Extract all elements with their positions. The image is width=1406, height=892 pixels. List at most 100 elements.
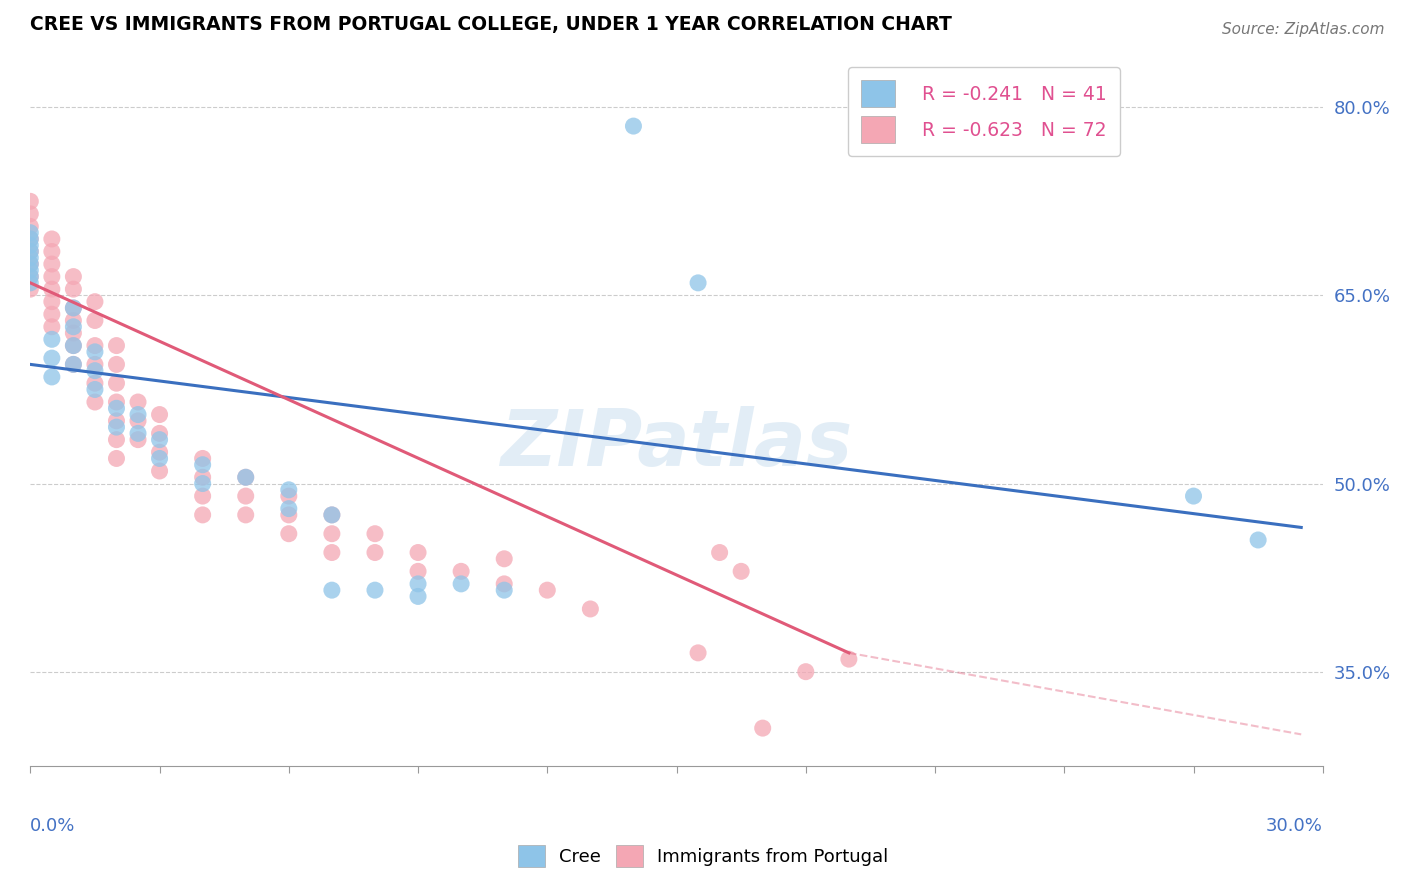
Point [105,338,128,352]
Point [41,319,63,334]
Point [321,583,343,598]
Point [41,370,63,384]
Legend: Cree, Immigrants from Portugal: Cree, Immigrants from Portugal [510,838,896,874]
Point [364,583,387,598]
Point [84,294,107,309]
Point [277,501,299,516]
Point [406,590,429,604]
Point [321,526,343,541]
Point [20,244,42,259]
Point [235,470,257,484]
Point [406,577,429,591]
Point [62,282,84,296]
Point [20,282,42,296]
Point [235,470,257,484]
Point [105,358,128,372]
Point [191,476,214,491]
Point [84,313,107,327]
Point [450,577,472,591]
Point [62,313,84,327]
Text: CREE VS IMMIGRANTS FROM PORTUGAL COLLEGE, UNDER 1 YEAR CORRELATION CHART: CREE VS IMMIGRANTS FROM PORTUGAL COLLEGE… [31,15,952,34]
Point [84,358,107,372]
Point [148,464,170,478]
Point [41,232,63,246]
Point [536,583,558,598]
Point [127,408,149,422]
Point [191,451,214,466]
Point [20,238,42,252]
Point [794,665,817,679]
Point [62,269,84,284]
Point [41,244,63,259]
Point [41,332,63,346]
Point [709,545,731,559]
Point [20,269,42,284]
Text: 30.0%: 30.0% [1265,817,1323,835]
Point [623,119,645,133]
Point [364,526,387,541]
Point [321,545,343,559]
Point [235,508,257,522]
Point [321,508,343,522]
Point [148,451,170,466]
Point [62,301,84,315]
Point [20,263,42,277]
Point [127,395,149,409]
Point [84,344,107,359]
Point [62,358,84,372]
Point [105,395,128,409]
Point [105,414,128,428]
Point [41,269,63,284]
Text: Source: ZipAtlas.com: Source: ZipAtlas.com [1222,22,1385,37]
Point [1247,533,1270,547]
Point [1182,489,1205,503]
Point [191,470,214,484]
Point [62,338,84,352]
Point [105,376,128,391]
Point [127,414,149,428]
Point [688,646,710,660]
Point [20,276,42,290]
Point [406,545,429,559]
Point [148,433,170,447]
Point [20,226,42,240]
Point [688,276,710,290]
Text: ZIPatlas: ZIPatlas [501,406,852,482]
Text: 0.0%: 0.0% [31,817,76,835]
Point [62,338,84,352]
Point [450,565,472,579]
Point [84,395,107,409]
Point [127,426,149,441]
Point [62,301,84,315]
Point [62,358,84,372]
Point [127,433,149,447]
Point [235,489,257,503]
Point [191,489,214,503]
Point [20,207,42,221]
Point [20,232,42,246]
Point [105,433,128,447]
Point [579,602,602,616]
Point [41,351,63,365]
Point [20,219,42,234]
Point [41,294,63,309]
Point [20,232,42,246]
Point [41,257,63,271]
Point [20,269,42,284]
Point [751,721,773,735]
Point [277,483,299,497]
Point [277,526,299,541]
Point [277,489,299,503]
Point [494,583,516,598]
Point [321,508,343,522]
Point [364,545,387,559]
Point [20,251,42,265]
Point [41,282,63,296]
Point [20,244,42,259]
Point [148,408,170,422]
Point [105,451,128,466]
Point [84,383,107,397]
Point [277,508,299,522]
Point [20,194,42,209]
Point [41,307,63,321]
